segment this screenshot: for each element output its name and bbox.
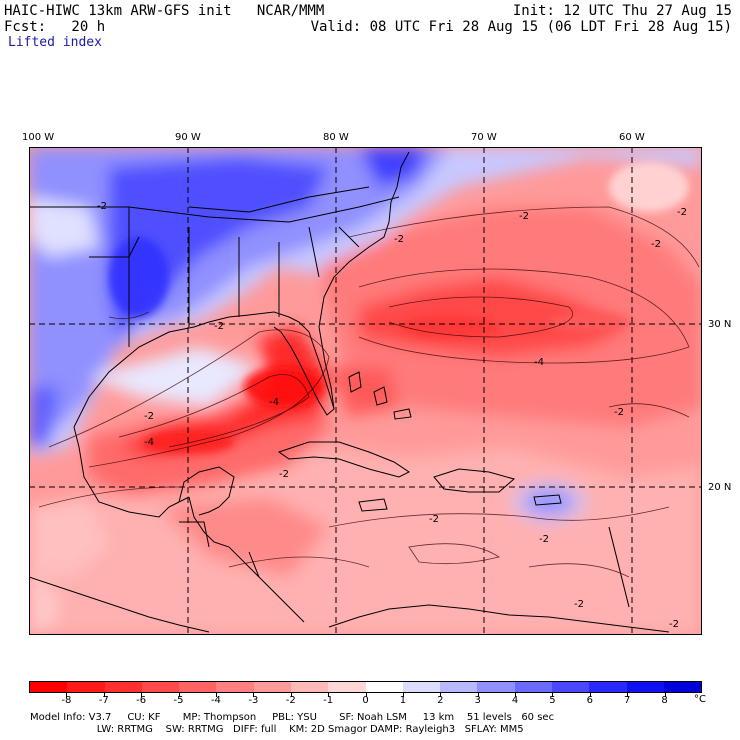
contour-label: -4 <box>144 437 154 448</box>
colorbar-segment <box>179 682 217 692</box>
contour-label: -2 <box>574 599 584 610</box>
header-valid-time: Valid: 08 UTC Fri 28 Aug 15 (06 LDT Fri … <box>310 19 732 35</box>
colorbar-tick-mark <box>215 693 217 697</box>
contour-lines <box>38 206 700 578</box>
colorbar-segment <box>514 682 552 692</box>
colorbar-segment <box>663 682 702 692</box>
header-forecast-hour: Fcst: 20 h <box>4 19 106 35</box>
lon-label: 100 W <box>22 132 55 143</box>
map-frame <box>29 147 702 635</box>
colorbar-tick-label: 5 <box>549 695 556 706</box>
colorbar-tick-mark <box>66 693 68 697</box>
colorbar-segment <box>589 682 627 692</box>
colorbar-tick-label: 2 <box>437 695 444 706</box>
colorbar-tick-label: 3 <box>474 695 481 706</box>
colorbar-tick-mark <box>627 693 629 697</box>
colorbar-tick-mark <box>103 693 105 697</box>
contour-label: -2 <box>97 201 107 212</box>
colorbar-tick-label: -6 <box>136 695 147 706</box>
colorbar-tick-label: -5 <box>173 695 184 706</box>
colorbar-tick-label: -4 <box>210 695 221 706</box>
coastlines <box>29 151 670 633</box>
colorbar-tick-label: -3 <box>248 695 259 706</box>
lon-label: 80 W <box>323 132 349 143</box>
colorbar-tick-label: -7 <box>98 695 109 706</box>
colorbar-segment <box>551 682 590 692</box>
colorbar-tick-label: 4 <box>511 695 519 706</box>
contour-label: -2 <box>279 469 289 480</box>
colorbar-tick-label: 1 <box>399 695 407 706</box>
contour-label: -2 <box>519 211 529 222</box>
colorbar-tick-label: 7 <box>624 695 631 706</box>
field-name: Lifted index <box>8 35 102 50</box>
colorbar-unit: °C <box>694 694 706 705</box>
colorbar-tick-label: -1 <box>323 695 334 706</box>
colorbar-tick-mark <box>552 693 554 697</box>
colorbar-segment <box>141 682 180 692</box>
colorbar-segment <box>365 682 403 692</box>
lon-label: 70 W <box>471 132 497 143</box>
contour-label: -2 <box>651 239 661 250</box>
colorbar-segment <box>328 682 366 692</box>
colorbar <box>29 681 702 693</box>
colorbar-tick-label: -2 <box>285 695 296 706</box>
colorbar-segment <box>477 682 515 692</box>
lifted-index-map: -2 -2 -2 -2 -2 -2 -2 -2 -4 -4 -4 -2 -2 -… <box>29 147 702 635</box>
contour-label: -4 <box>534 357 544 368</box>
colorbar-tick-mark <box>253 693 255 697</box>
colorbar-tick-mark <box>178 693 180 697</box>
colorbar-segment <box>626 682 664 692</box>
colorbar-tick-mark <box>589 693 591 697</box>
colorbar-tick-mark <box>328 693 330 697</box>
lon-label: 60 W <box>619 132 645 143</box>
colorbar-tick-mark <box>664 693 666 697</box>
lat-label: 20 N <box>708 482 732 493</box>
contour-label: -2 <box>429 514 439 525</box>
colorbar-tick-label: -8 <box>61 695 72 706</box>
contour-labels: -2 -2 -2 -2 -2 -2 -2 -2 -4 -4 -4 -2 -2 -… <box>97 201 687 630</box>
colorbar-tick-mark <box>515 693 517 697</box>
contour-label: -2 <box>669 619 679 630</box>
contour-label: -2 <box>394 234 404 245</box>
contour-label: -2 <box>539 534 549 545</box>
colorbar-segment <box>440 682 478 692</box>
colorbar-tick-mark <box>440 693 442 697</box>
lon-label: 90 W <box>175 132 201 143</box>
colorbar-tick-mark <box>402 693 404 697</box>
colorbar-segment <box>216 682 254 692</box>
colorbar-tick-label: 8 <box>661 695 668 706</box>
colorbar-tick-mark <box>477 693 479 697</box>
colorbar-segment <box>290 682 329 692</box>
colorbar-tick-label: 6 <box>586 695 594 706</box>
colorbar-tick-label: 0 <box>362 695 369 706</box>
contour-label: -4 <box>269 397 279 408</box>
contour-label: -2 <box>677 207 687 218</box>
contour-label: -2 <box>214 321 224 332</box>
colorbar-tick-mark <box>365 693 367 697</box>
header-init-time: Init: 12 UTC Thu 27 Aug 15 <box>512 3 732 19</box>
contour-label: -2 <box>144 411 154 422</box>
colorbar-segment <box>402 682 441 692</box>
model-info-line2: LW: RRTMG SW: RRTMG DIFF: full KM: 2D Sm… <box>30 724 524 735</box>
colorbar-segment <box>104 682 142 692</box>
colorbar-tick-mark <box>290 693 292 697</box>
colorbar-segment <box>30 682 68 692</box>
colorbar-tick-mark <box>141 693 143 697</box>
colorbar-segment <box>67 682 105 692</box>
header-title: HAIC-HIWC 13km ARW-GFS init NCAR/MMM <box>4 3 325 19</box>
model-info-line1: Model Info: V3.7 CU: KF MP: Thompson PBL… <box>30 712 555 723</box>
contour-label: -2 <box>614 407 624 418</box>
colorbar-segment <box>253 682 291 692</box>
grid-lines <box>29 147 702 635</box>
lat-label: 30 N <box>708 319 732 330</box>
